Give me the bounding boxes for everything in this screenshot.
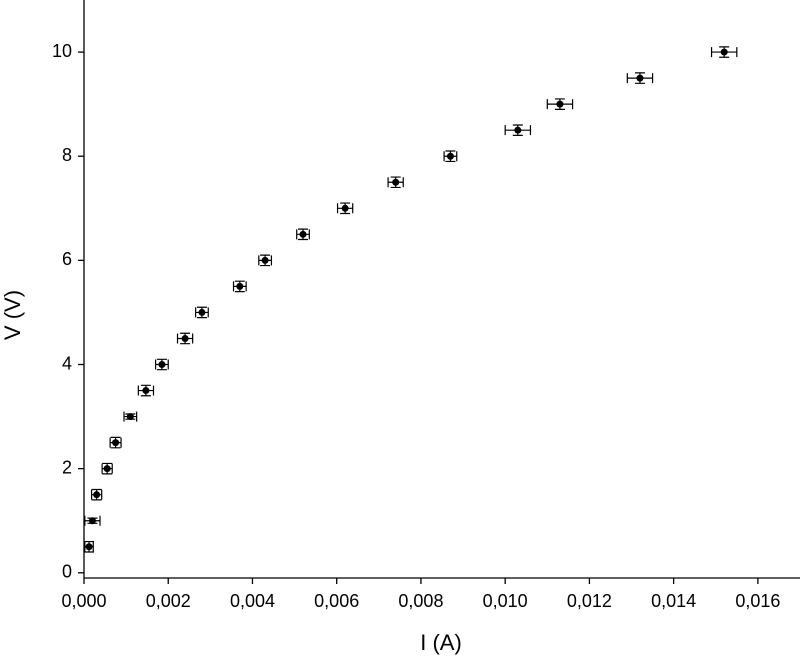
data-point: [158, 361, 166, 369]
data-point: [514, 126, 522, 134]
data-point: [88, 517, 96, 525]
data-point: [85, 543, 93, 551]
data-point: [142, 387, 150, 395]
y-tick-label: 8: [62, 145, 72, 165]
data-point: [261, 256, 269, 264]
data-point: [392, 178, 400, 186]
x-tick-label: 0,002: [146, 591, 191, 611]
x-tick-label: 0,000: [61, 591, 106, 611]
data-point: [126, 413, 134, 421]
x-tick-label: 0,010: [483, 591, 528, 611]
data-point: [181, 334, 189, 342]
y-tick-label: 4: [62, 353, 72, 373]
y-tick-label: 10: [52, 41, 72, 61]
x-tick-label: 0,014: [651, 591, 696, 611]
y-tick-label: 0: [62, 562, 72, 582]
data-point: [341, 204, 349, 212]
data-point: [636, 74, 644, 82]
data-point: [299, 230, 307, 238]
x-tick-label: 0,008: [398, 591, 443, 611]
x-axis-label: I (A): [420, 630, 462, 655]
x-tick-label: 0,016: [735, 591, 780, 611]
data-point: [112, 439, 120, 447]
x-tick-label: 0,004: [230, 591, 275, 611]
data-point: [103, 465, 111, 473]
x-tick-label: 0,006: [314, 591, 359, 611]
data-point: [236, 282, 244, 290]
y-tick-label: 2: [62, 457, 72, 477]
data-point: [446, 152, 454, 160]
y-axis-label: V (V): [0, 290, 25, 340]
data-point: [198, 308, 206, 316]
data-point: [720, 48, 728, 56]
data-point: [556, 100, 564, 108]
x-tick-label: 0,012: [567, 591, 612, 611]
y-tick-label: 6: [62, 249, 72, 269]
data-point: [93, 491, 101, 499]
